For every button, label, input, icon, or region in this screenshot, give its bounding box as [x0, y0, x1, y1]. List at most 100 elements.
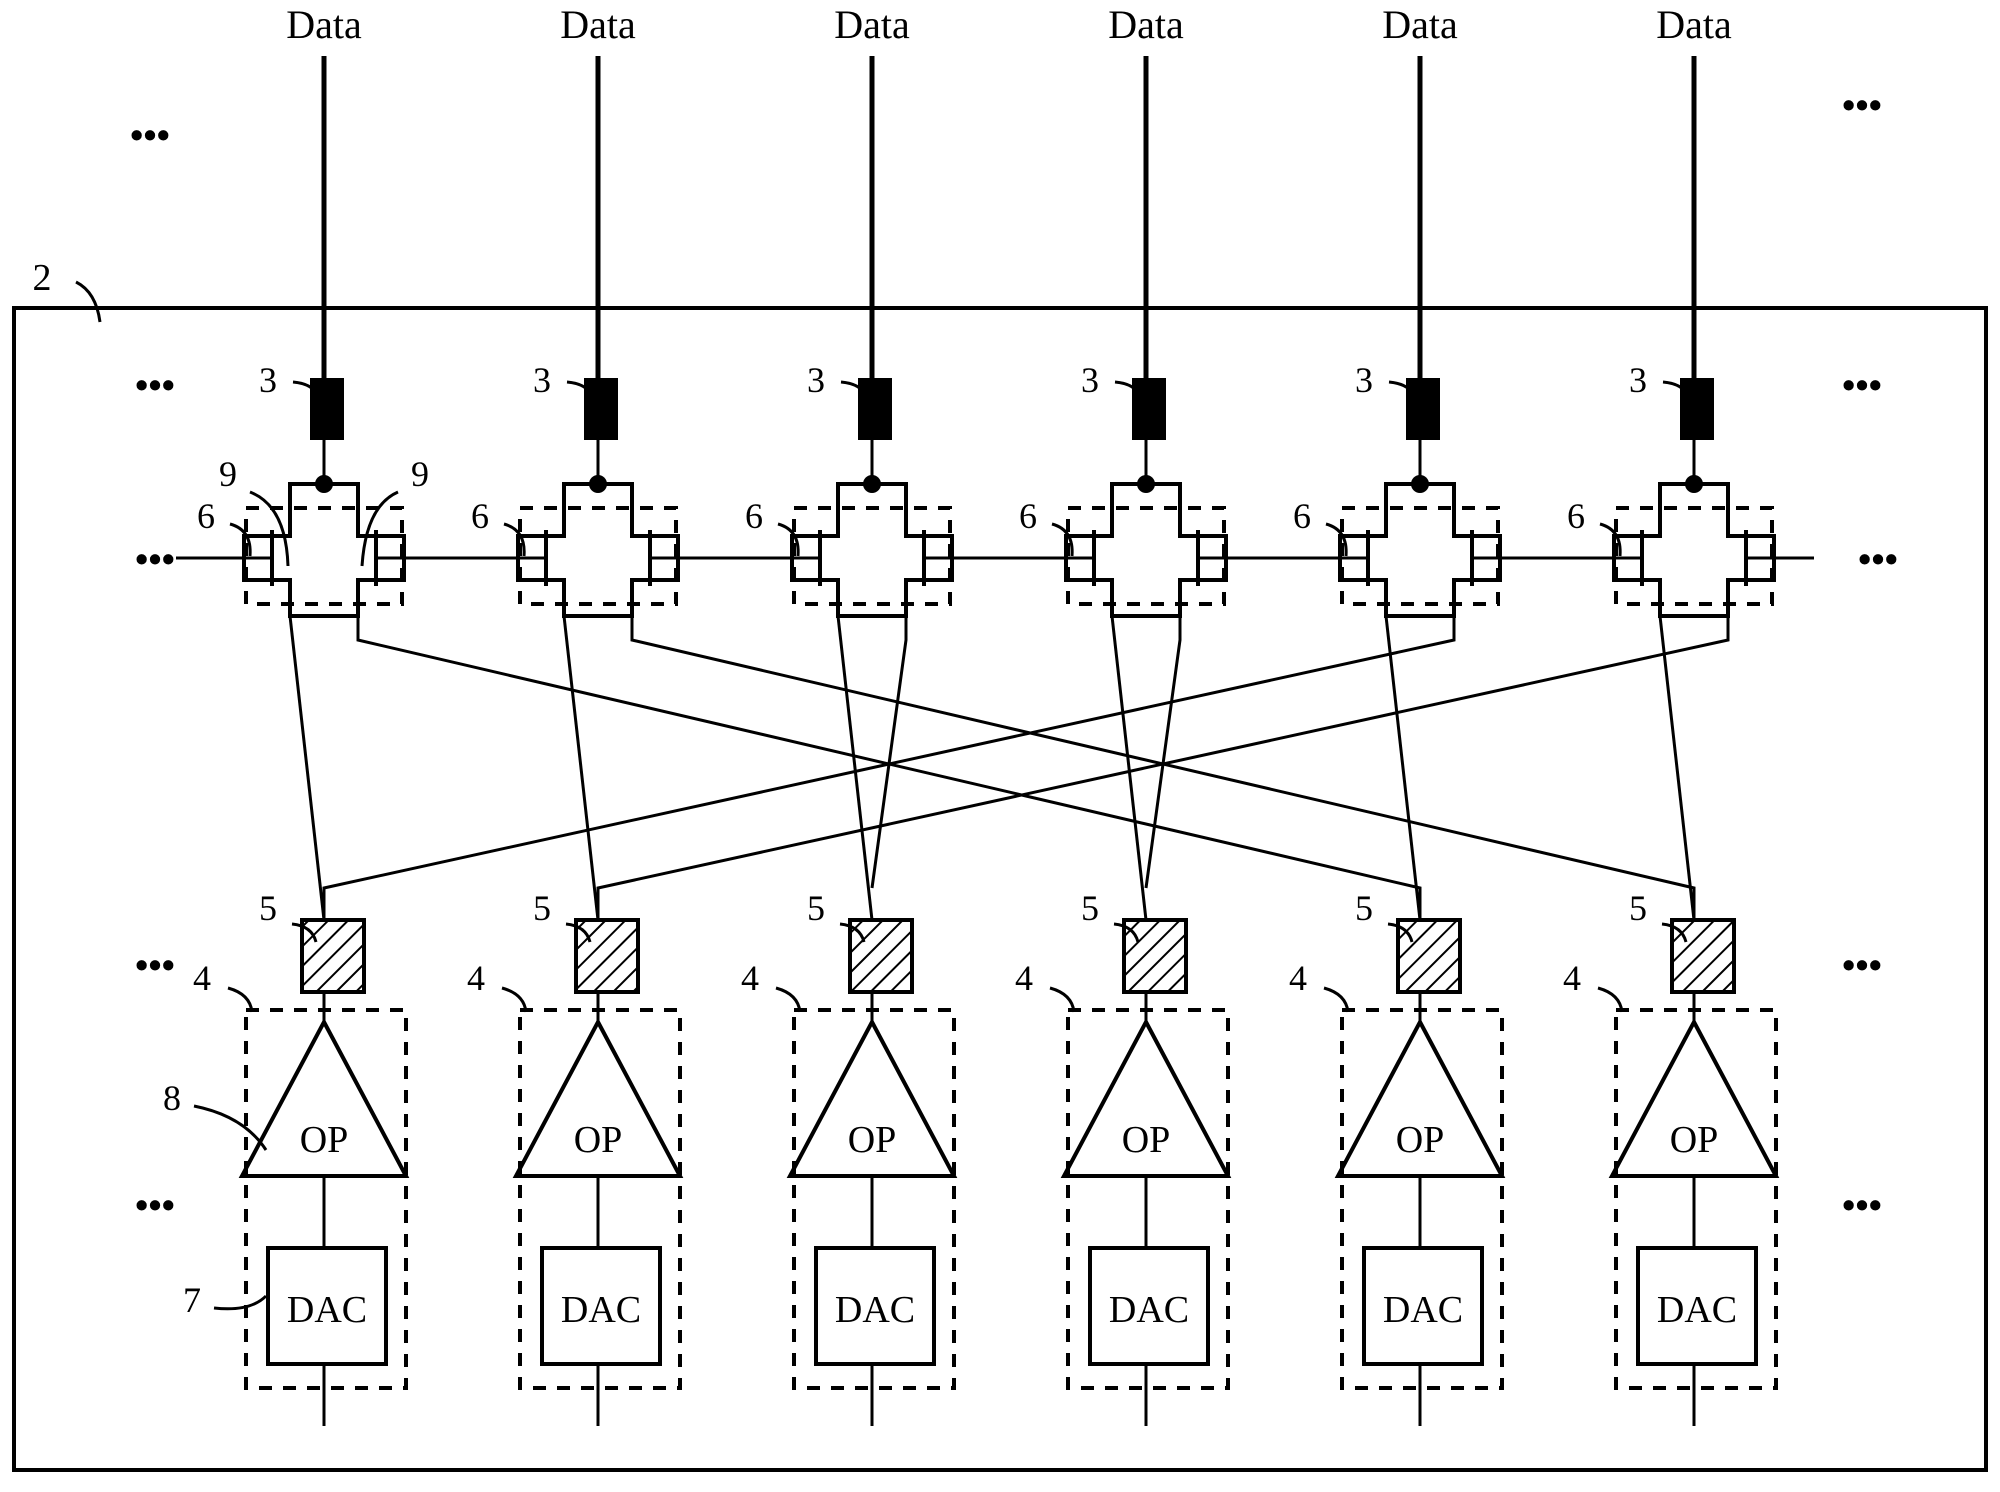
leader-line-4-5: [1597, 986, 1624, 1013]
source-driver-unit-3: [1066, 1008, 1230, 1390]
leader-line-5-1: [565, 922, 592, 943]
numeral-4-col-0: 4: [193, 958, 211, 998]
numeral-3-col-2: 3: [807, 360, 825, 400]
dac-block-3: [1088, 1246, 1210, 1366]
source-driver-unit-5: [1614, 1008, 1778, 1390]
numeral-9-left-0: 9: [219, 454, 237, 494]
route-wire-c4-left: [1384, 615, 1422, 921]
leader-line-5-5: [1661, 922, 1688, 943]
numeral-6-col-1: 6: [471, 496, 489, 536]
column-0: Data 3 9 9 6 5: [163, 2, 470, 1426]
dac-label-4: DAC: [1383, 1289, 1463, 1331]
numeral-5-col-4: 5: [1355, 888, 1373, 928]
numeral-4-col-4: 4: [1289, 958, 1307, 998]
data-label-1: Data: [560, 2, 636, 47]
ellipsis-marks: ••• ••• ••• ••• ••• ••• ••• ••• ••• •••: [130, 85, 1898, 1227]
leader-line-3-2: [840, 380, 868, 399]
numeral-3-col-5: 3: [1629, 360, 1647, 400]
leader-line-3-4: [1388, 380, 1416, 399]
leader-line-7-0: [213, 1294, 268, 1311]
leader-line-3-5: [1662, 380, 1690, 399]
source-driver-unit-4: [1340, 1008, 1504, 1390]
numeral-5-col-1: 5: [533, 888, 551, 928]
ellipsis-top-left: •••: [130, 115, 170, 157]
source-driver-unit-2: [792, 1008, 956, 1390]
output-pad-3: [1132, 378, 1166, 440]
ellipsis-unit-row-right: •••: [1842, 1185, 1882, 1227]
data-label-3: Data: [1108, 2, 1184, 47]
dac-label-1: DAC: [561, 1289, 641, 1331]
dac-label-3: DAC: [1109, 1289, 1189, 1331]
dac-block-0: [266, 1246, 388, 1366]
op-amp-label-3: OP: [1122, 1119, 1171, 1161]
numeral-8-col-0: 8: [163, 1078, 181, 1118]
column-3: Data 3 6 5 4 OP DAC: [1015, 2, 1292, 1426]
op-amp-label-4: OP: [1396, 1119, 1445, 1161]
numeral-3-col-3: 3: [1081, 360, 1099, 400]
route-wire-c5-left: [1658, 615, 1696, 921]
op-amp-label-5: OP: [1670, 1119, 1719, 1161]
op-amp-label-2: OP: [848, 1119, 897, 1161]
numeral-6-col-4: 6: [1293, 496, 1311, 536]
leader-line-4-2: [775, 986, 802, 1013]
numeral-6-col-5: 6: [1567, 496, 1585, 536]
numeral-7-col-0: 7: [183, 1280, 201, 1320]
output-pad-1: [584, 378, 618, 440]
ellipsis-esd-row-left: •••: [135, 945, 175, 987]
numeral-5-col-3: 5: [1081, 888, 1099, 928]
dac-block-2: [814, 1246, 936, 1366]
leader-line-3-1: [566, 380, 594, 399]
column-2: Data 3 6 5 4 OP DAC: [741, 2, 1018, 1426]
route-wire-c2-right-diagonal: [870, 616, 908, 889]
numeral-3-col-4: 3: [1355, 360, 1373, 400]
route-wire-c1-left: [562, 615, 600, 921]
column-1: Data 3 6 5 4 OP DAC: [467, 2, 744, 1426]
numeral-6-col-0: 6: [197, 496, 215, 536]
leader-line-6-4: [1325, 522, 1348, 557]
dac-block-1: [540, 1246, 662, 1366]
source-driver-unit-1: [518, 1008, 682, 1390]
dac-label-0: DAC: [287, 1289, 367, 1331]
source-driver-unit-0: [244, 1008, 408, 1390]
leader-line-9-right-0: [360, 490, 399, 567]
ellipsis-unit-row-left: •••: [135, 1185, 175, 1227]
leader-line-3-0: [292, 380, 320, 399]
data-label-4: Data: [1382, 2, 1458, 47]
leader-line-6-1: [503, 522, 526, 557]
numeral-5-col-5: 5: [1629, 888, 1647, 928]
numeral-4-col-1: 4: [467, 958, 485, 998]
route-wire-c2-left: [836, 615, 874, 921]
data-label-5: Data: [1656, 2, 1732, 47]
leader-line-6-2: [777, 522, 800, 557]
route-wire-c0-left: [288, 615, 326, 921]
numeral-6-col-2: 6: [745, 496, 763, 536]
numeral-3-col-1: 3: [533, 360, 551, 400]
leader-line-4-3: [1049, 986, 1076, 1013]
leader-line-3-3: [1114, 380, 1142, 399]
op-amp-label-0: OP: [300, 1119, 349, 1161]
numeral-2: 2: [33, 257, 52, 299]
numeral-9-right-0: 9: [411, 454, 429, 494]
dac-label-2: DAC: [835, 1289, 915, 1331]
leader-line-5-0: [291, 922, 318, 943]
leader-line-2: [75, 280, 102, 323]
route-wire-c3-right-diagonal: [1144, 616, 1182, 889]
numeral-4-col-3: 4: [1015, 958, 1033, 998]
data-label-0: Data: [286, 2, 362, 47]
ellipsis-switch-row-right: •••: [1858, 539, 1898, 581]
numeral-5-col-2: 5: [807, 888, 825, 928]
output-pad-4: [1406, 378, 1440, 440]
data-label-2: Data: [834, 2, 910, 47]
leader-line-5-2: [839, 922, 866, 943]
leader-line-6-0: [229, 522, 252, 557]
dac-block-4: [1362, 1246, 1484, 1366]
output-pad-0: [310, 378, 344, 440]
leader-line-5-3: [1113, 922, 1140, 943]
numeral-4-col-2: 4: [741, 958, 759, 998]
numeral-4-col-5: 4: [1563, 958, 1581, 998]
driver-chip-boundary: [12, 306, 1988, 1472]
leader-line-8-0: [193, 1104, 268, 1151]
numeral-5-col-0: 5: [259, 888, 277, 928]
